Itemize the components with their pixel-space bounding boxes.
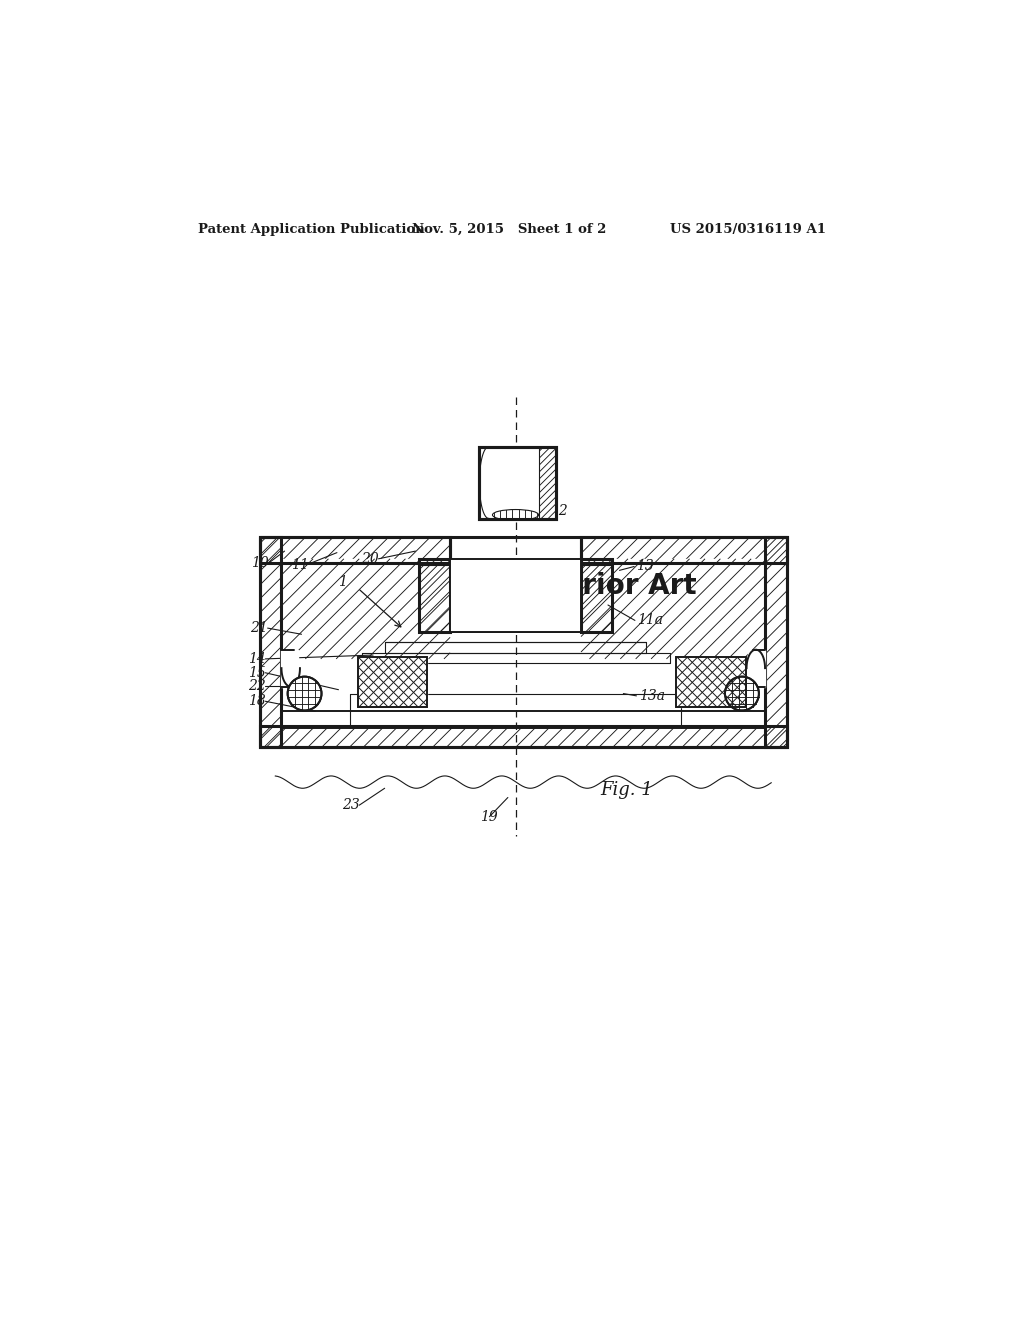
Text: 19: 19 <box>480 809 498 824</box>
Bar <box>677 657 745 708</box>
Bar <box>765 537 786 747</box>
Text: Patent Application Publication: Patent Application Publication <box>199 223 425 236</box>
Bar <box>260 726 786 747</box>
Text: Fig. 1: Fig. 1 <box>600 781 653 799</box>
Polygon shape <box>357 657 427 708</box>
Text: 22: 22 <box>248 678 265 693</box>
Ellipse shape <box>493 510 539 520</box>
Circle shape <box>288 677 322 710</box>
Text: 11a: 11a <box>637 614 664 627</box>
Text: US 2015/0316119 A1: US 2015/0316119 A1 <box>670 223 825 236</box>
Bar <box>581 558 611 632</box>
Bar <box>479 447 556 519</box>
Bar <box>540 447 556 519</box>
Text: Prior Art: Prior Art <box>562 572 696 599</box>
Text: 11: 11 <box>291 558 308 572</box>
Circle shape <box>725 677 759 710</box>
Text: 23: 23 <box>342 799 360 812</box>
Text: 12: 12 <box>550 504 568 517</box>
Text: Nov. 5, 2015   Sheet 1 of 2: Nov. 5, 2015 Sheet 1 of 2 <box>412 223 606 236</box>
Bar <box>260 537 282 747</box>
Text: 14: 14 <box>248 652 265 665</box>
Polygon shape <box>677 657 745 708</box>
Polygon shape <box>581 558 765 562</box>
Polygon shape <box>749 649 765 686</box>
Polygon shape <box>282 558 451 562</box>
Bar <box>479 447 556 519</box>
Polygon shape <box>282 649 298 686</box>
Text: 15: 15 <box>248 665 265 680</box>
Bar <box>419 558 451 632</box>
Bar <box>357 657 427 708</box>
Text: 1: 1 <box>339 576 347 589</box>
Text: 18: 18 <box>248 694 265 709</box>
Bar <box>581 537 786 562</box>
Text: 13: 13 <box>637 560 654 573</box>
Text: 21: 21 <box>250 622 267 635</box>
Bar <box>451 558 581 632</box>
Text: 13a: 13a <box>639 689 665 702</box>
Text: 20: 20 <box>361 552 379 566</box>
Text: 10: 10 <box>252 556 269 570</box>
Bar <box>260 537 451 562</box>
